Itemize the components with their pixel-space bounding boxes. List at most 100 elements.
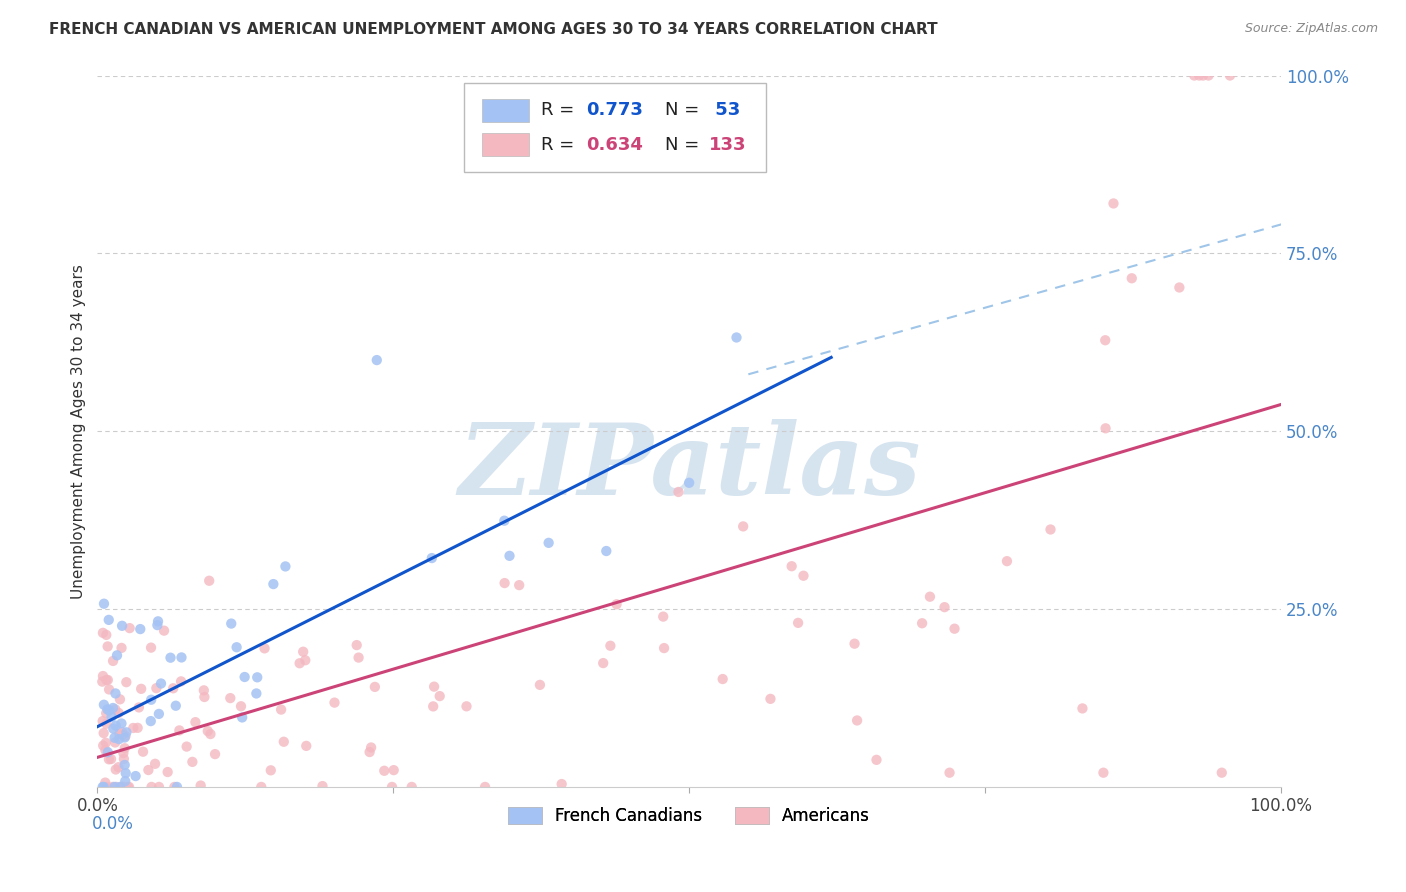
Point xyxy=(96,702,118,716)
Point xyxy=(934,600,956,615)
Point xyxy=(93,698,115,712)
Point xyxy=(288,657,311,671)
Point xyxy=(105,648,128,663)
Text: 0.773: 0.773 xyxy=(586,102,643,120)
Point xyxy=(422,699,444,714)
Point xyxy=(94,775,117,789)
Point xyxy=(110,716,132,731)
Point xyxy=(115,725,138,739)
Point xyxy=(129,622,152,636)
Text: R =: R = xyxy=(541,136,581,153)
Point xyxy=(311,779,333,793)
Point xyxy=(138,763,160,777)
Point xyxy=(156,765,179,780)
Point xyxy=(117,780,139,794)
Point xyxy=(1121,271,1143,285)
Point xyxy=(1168,280,1191,294)
Point xyxy=(780,559,803,574)
Point xyxy=(911,616,934,631)
Point xyxy=(498,549,520,563)
Point xyxy=(114,729,136,743)
Text: R =: R = xyxy=(541,102,581,120)
Point xyxy=(110,640,132,655)
Point xyxy=(118,780,141,794)
Point xyxy=(200,727,222,741)
Point xyxy=(219,691,242,706)
Point xyxy=(844,637,866,651)
Point xyxy=(114,774,136,789)
Point xyxy=(108,727,131,741)
Point xyxy=(148,706,170,721)
Point xyxy=(108,780,131,794)
Point xyxy=(787,615,810,630)
Point xyxy=(91,669,114,683)
Point xyxy=(143,756,166,771)
Point xyxy=(1094,333,1116,347)
Text: 0.0%: 0.0% xyxy=(91,815,134,833)
Point xyxy=(107,706,129,720)
Point xyxy=(198,574,221,588)
Point xyxy=(184,715,207,730)
Point xyxy=(104,686,127,700)
Point xyxy=(260,764,283,778)
Point xyxy=(550,777,572,791)
Point xyxy=(366,353,388,368)
Point xyxy=(420,551,443,566)
Point xyxy=(169,723,191,738)
Point xyxy=(456,699,478,714)
Point xyxy=(127,721,149,735)
Point xyxy=(759,691,782,706)
Point xyxy=(918,590,941,604)
Point xyxy=(225,640,247,655)
Point xyxy=(114,741,136,756)
Point xyxy=(1094,421,1116,435)
Point xyxy=(204,747,226,761)
Point xyxy=(176,739,198,754)
Point xyxy=(360,740,382,755)
Point xyxy=(101,780,124,794)
Point xyxy=(668,485,690,500)
Point xyxy=(262,577,284,591)
Point xyxy=(170,674,193,689)
Point xyxy=(253,641,276,656)
Point xyxy=(98,682,121,697)
Point xyxy=(1188,69,1211,83)
Point xyxy=(91,739,114,753)
Point xyxy=(108,732,131,747)
Point xyxy=(111,780,134,794)
Text: 53: 53 xyxy=(709,102,741,120)
Point xyxy=(943,622,966,636)
Point xyxy=(104,735,127,749)
Point xyxy=(1182,69,1205,83)
Point xyxy=(382,763,405,777)
Point xyxy=(100,752,122,766)
Point xyxy=(105,780,128,794)
Y-axis label: Unemployment Among Ages 30 to 34 years: Unemployment Among Ages 30 to 34 years xyxy=(72,264,86,599)
Point xyxy=(181,755,204,769)
Point xyxy=(112,752,135,766)
Point xyxy=(104,702,127,716)
Point xyxy=(606,597,628,611)
Point xyxy=(245,686,267,700)
FancyBboxPatch shape xyxy=(464,83,766,171)
Text: 133: 133 xyxy=(709,136,747,153)
Point xyxy=(938,765,960,780)
Point xyxy=(112,780,135,794)
Point xyxy=(104,719,127,733)
Point xyxy=(165,698,187,713)
Point xyxy=(128,700,150,714)
Point xyxy=(1102,196,1125,211)
Point xyxy=(114,758,136,772)
Point xyxy=(163,780,186,794)
Point xyxy=(231,710,253,724)
Point xyxy=(124,769,146,783)
Point xyxy=(101,701,124,715)
Point xyxy=(197,724,219,739)
Point xyxy=(93,726,115,740)
Point xyxy=(846,714,869,728)
Text: N =: N = xyxy=(665,102,706,120)
Point xyxy=(711,672,734,686)
Point xyxy=(373,764,395,778)
Point xyxy=(146,618,169,632)
Point xyxy=(100,710,122,724)
